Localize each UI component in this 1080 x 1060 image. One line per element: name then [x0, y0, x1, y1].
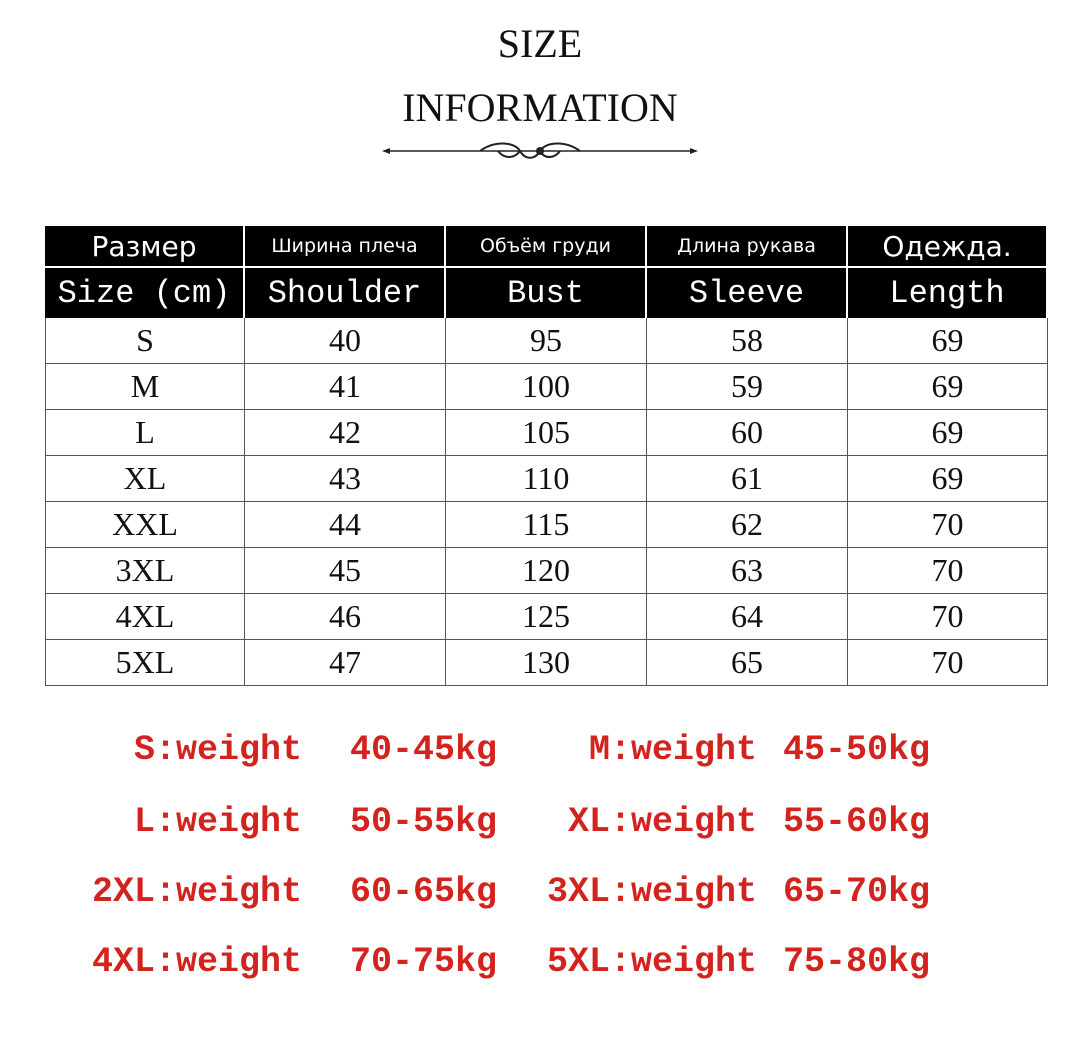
table-cell: 43 — [245, 456, 446, 502]
header-en: Size (cm) — [45, 268, 245, 318]
table-cell: 3XL — [45, 548, 245, 594]
weight-range: 45-50kg — [783, 730, 931, 770]
weight-size: XL:weight — [567, 802, 757, 842]
table-cell: 46 — [245, 594, 446, 640]
table-cell: 70 — [848, 502, 1048, 548]
weight-size: L:weight — [133, 802, 302, 842]
header-en: Bust — [446, 268, 647, 318]
table-cell: 59 — [647, 364, 848, 410]
table-cell: 70 — [848, 594, 1048, 640]
table-cell: 65 — [647, 640, 848, 686]
table-cell: 69 — [848, 456, 1048, 502]
table-cell: 5XL — [45, 640, 245, 686]
table-cell: 42 — [245, 410, 446, 456]
table-cell: 115 — [446, 502, 647, 548]
weight-size: M:weight — [588, 730, 757, 770]
table-cell: 105 — [446, 410, 647, 456]
header-en: Sleeve — [647, 268, 848, 318]
table-cell: S — [45, 318, 245, 364]
table-cell: 62 — [647, 502, 848, 548]
table-cell: XL — [45, 456, 245, 502]
table-cell: XXL — [45, 502, 245, 548]
weight-size: 4XL:weight — [91, 942, 302, 982]
weight-size: S:weight — [133, 730, 302, 770]
table-cell: 69 — [848, 410, 1048, 456]
table-cell: 44 — [245, 502, 446, 548]
table-cell: 130 — [446, 640, 647, 686]
table-cell: 64 — [647, 594, 848, 640]
table-cell: 60 — [647, 410, 848, 456]
weight-range: 75-80kg — [783, 942, 931, 982]
weight-range: 65-70kg — [783, 872, 931, 912]
header-en: Length — [848, 268, 1048, 318]
table-cell: 58 — [647, 318, 848, 364]
table-cell: 47 — [245, 640, 446, 686]
table-cell: 4XL — [45, 594, 245, 640]
table-cell: 70 — [848, 548, 1048, 594]
weight-range: 60-65kg — [350, 872, 498, 912]
header-ru: Ширина плеча — [245, 226, 446, 268]
table-cell: 120 — [446, 548, 647, 594]
weight-range: 70-75kg — [350, 942, 498, 982]
title-line: INFORMATION — [402, 85, 678, 130]
table-cell: 45 — [245, 548, 446, 594]
table-cell: 40 — [245, 318, 446, 364]
table-cell: 63 — [647, 548, 848, 594]
title-line: SIZE — [497, 21, 583, 66]
header-ru: Размер — [45, 226, 245, 268]
table-cell: 70 — [848, 640, 1048, 686]
weight-range: 55-60kg — [783, 802, 931, 842]
table-cell: 61 — [647, 456, 848, 502]
header-en: Shoulder — [245, 268, 446, 318]
table-cell: 125 — [446, 594, 647, 640]
weight-range: 50-55kg — [350, 802, 498, 842]
table-cell: 41 — [245, 364, 446, 410]
table-cell: M — [45, 364, 245, 410]
weight-size: 3XL:weight — [546, 872, 757, 912]
ornament — [382, 142, 698, 159]
table-cell: 69 — [848, 318, 1048, 364]
weight-size: 5XL:weight — [546, 942, 757, 982]
weight-range: 40-45kg — [350, 730, 498, 770]
header-ru: Объём груди — [446, 226, 647, 268]
weight-size: 2XL:weight — [91, 872, 302, 912]
table-cell: 110 — [446, 456, 647, 502]
header-ru: Длина рукава — [647, 226, 848, 268]
header-ru: Одежда. — [848, 226, 1048, 268]
table-cell: 100 — [446, 364, 647, 410]
table-cell: 69 — [848, 364, 1048, 410]
table-cell: 95 — [446, 318, 647, 364]
table-cell: L — [45, 410, 245, 456]
